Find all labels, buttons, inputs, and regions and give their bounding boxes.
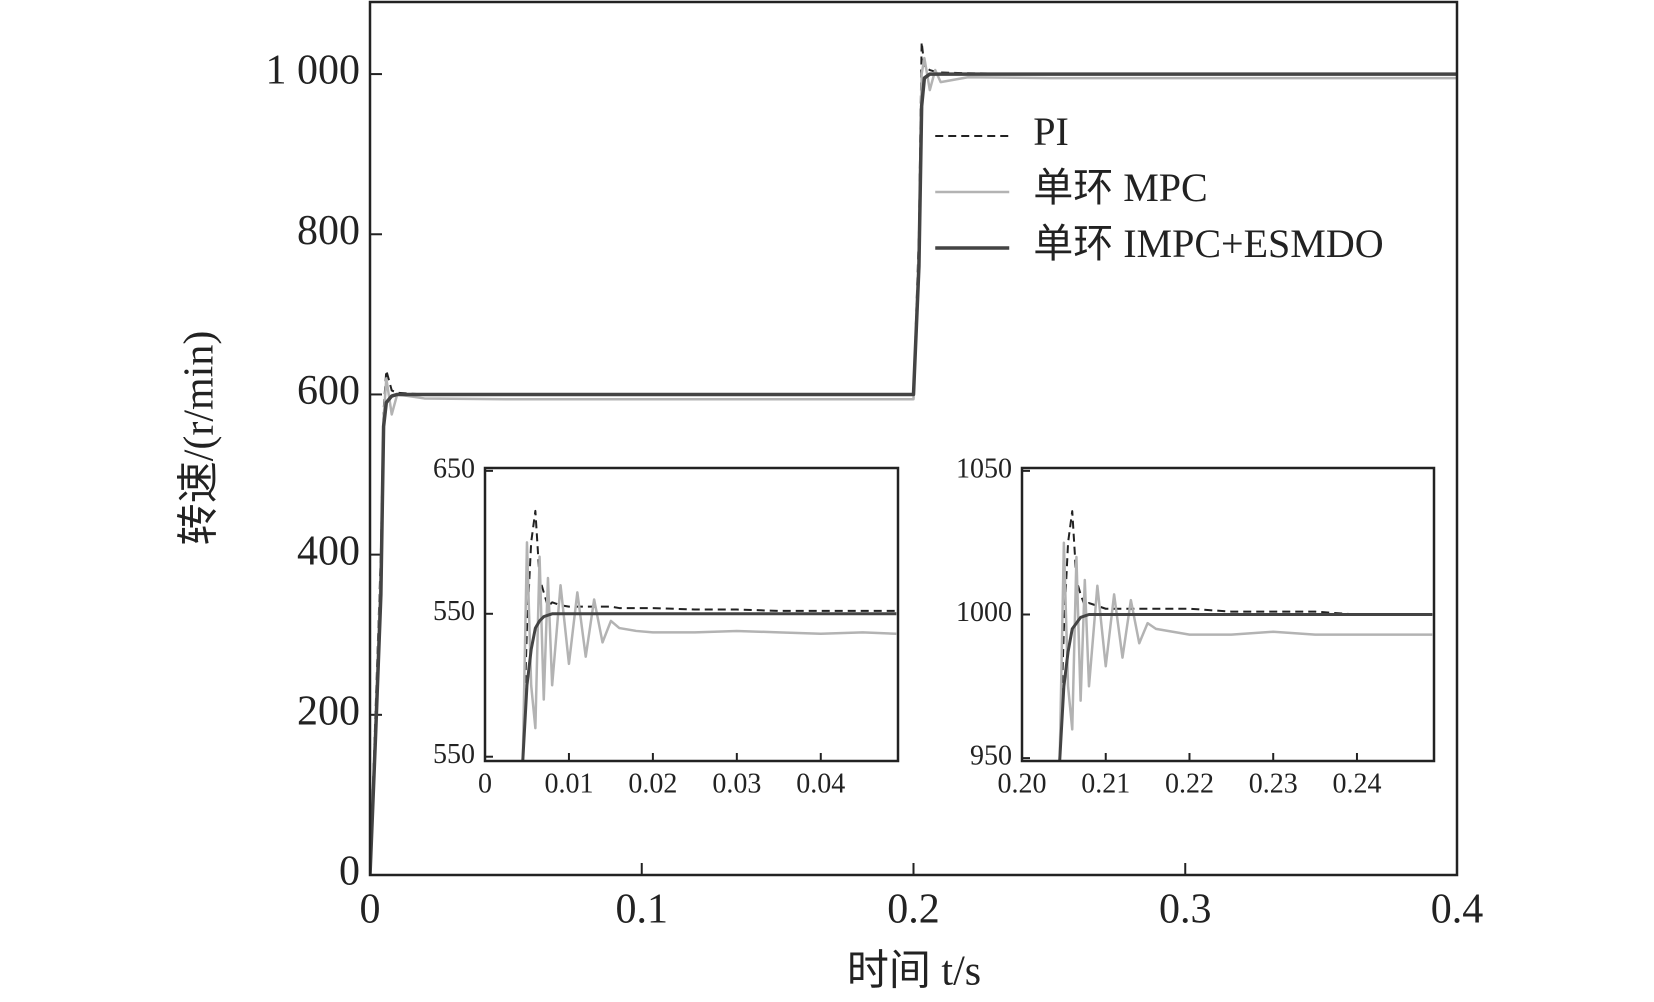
x-tick-label: 0.20 [998, 769, 1047, 800]
series-line [370, 56, 1457, 875]
x-tick-label: 0.21 [1081, 769, 1130, 800]
y-tick-label: 600 [297, 368, 360, 414]
y-tick-label: 550 [433, 596, 475, 627]
series-line [370, 72, 1457, 875]
plot-frame [1020, 466, 1436, 763]
plot-frame [483, 466, 900, 763]
plot-frame [368, 0, 1459, 877]
y-tick-label: 400 [297, 528, 360, 574]
y-tick-label: 1050 [956, 453, 1012, 484]
y-tick-label: 800 [297, 208, 360, 254]
x-tick-label: 0.2 [887, 886, 940, 932]
x-tick-label: 0.01 [544, 769, 593, 800]
y-tick-label: 650 [433, 453, 475, 484]
series-line [521, 541, 897, 761]
y-axis-label: 转速/(r/min) [177, 331, 223, 546]
x-tick-label: 0.4 [1431, 886, 1484, 932]
x-tick-label: 0.23 [1249, 769, 1298, 800]
x-tick-label: 0.03 [712, 769, 761, 800]
x-axis-label: 时间 t/s [847, 949, 981, 995]
x-tick-label: 0.02 [628, 769, 677, 800]
series-line [1058, 510, 1433, 761]
y-tick-label: 200 [297, 688, 360, 734]
legend-label: 单环 MPC [1033, 165, 1208, 210]
y-tick-label: 950 [970, 741, 1012, 772]
x-tick-label: 0.3 [1159, 886, 1212, 932]
y-tick-label: 1000 [956, 597, 1012, 628]
legend-label: 单环 IMPC+ESMDO [1033, 221, 1383, 266]
x-tick-label: 0.24 [1332, 769, 1381, 800]
series-line [1058, 613, 1433, 761]
x-tick-label: 0 [360, 886, 381, 932]
y-tick-label: 0 [339, 849, 360, 895]
legend-label: PI [1033, 109, 1069, 154]
x-tick-label: 0.22 [1165, 769, 1214, 800]
series-line [521, 612, 897, 761]
y-tick-label: 1 000 [266, 48, 361, 94]
x-tick-label: 0 [478, 769, 492, 800]
series-line [1058, 541, 1433, 761]
x-tick-label: 0.04 [796, 769, 845, 800]
y-tick-label: 550 [433, 739, 475, 770]
x-tick-label: 0.1 [616, 886, 669, 932]
